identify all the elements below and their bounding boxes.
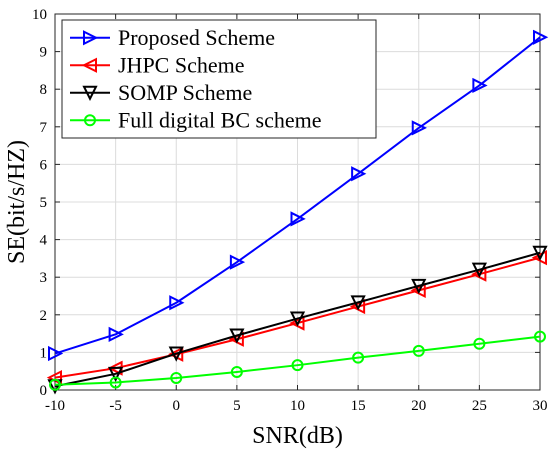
y-tick-label: 6 xyxy=(40,157,48,173)
data-point xyxy=(291,359,304,372)
legend-marker xyxy=(83,30,99,46)
data-point xyxy=(49,378,61,391)
legend-marker xyxy=(82,85,98,101)
data-point xyxy=(534,330,546,343)
data-point xyxy=(411,120,427,136)
data-point xyxy=(168,346,184,362)
data-point xyxy=(169,295,185,311)
legend-label: Proposed Scheme xyxy=(118,25,275,50)
y-tick-label: 2 xyxy=(40,308,48,324)
x-tick-label: 15 xyxy=(351,398,366,414)
axis-ticks: -10 -5 0 5 10 15 20 25 30 0 1 2 3 4 5 6 7 8 9 10 xyxy=(32,7,548,414)
data-point xyxy=(48,345,64,362)
data-point xyxy=(472,77,488,94)
x-tick-label: 30 xyxy=(533,398,548,414)
data-point xyxy=(170,371,183,384)
y-tick-label: 9 xyxy=(40,45,48,61)
y-tick-label: 7 xyxy=(40,120,48,136)
data-point xyxy=(289,311,306,327)
y-axis-label: SE(bit/s/HZ) xyxy=(4,140,30,264)
x-tick-label: 20 xyxy=(411,398,426,414)
data-point xyxy=(352,351,365,364)
legend-box xyxy=(61,19,377,139)
series-0 xyxy=(48,29,549,362)
data-point xyxy=(108,366,124,383)
series-3 xyxy=(49,330,546,391)
y-tick-label: 1 xyxy=(40,345,48,361)
legend-marker xyxy=(84,114,96,127)
data-point xyxy=(351,166,367,182)
y-tick-label: 3 xyxy=(40,270,48,286)
x-tick-label: 10 xyxy=(290,398,305,414)
x-tick-label: 0 xyxy=(173,398,181,414)
x-tick-label: -10 xyxy=(45,398,65,414)
x-axis-label: SNR(dB) xyxy=(252,423,343,449)
data-point xyxy=(108,326,124,342)
data-point xyxy=(290,211,306,227)
y-tick-label: 5 xyxy=(40,195,48,211)
y-tick-label: 0 xyxy=(40,383,48,399)
series-group xyxy=(46,29,549,395)
x-tick-label: -5 xyxy=(109,398,122,414)
legend-label: SOMP Scheme xyxy=(118,80,252,105)
data-point xyxy=(350,295,366,311)
data-point xyxy=(473,337,486,350)
data-point xyxy=(230,365,243,378)
y-tick-label: 8 xyxy=(40,82,48,98)
y-tick-label: 4 xyxy=(40,233,48,249)
series-line xyxy=(54,335,541,386)
y-tick-label: 10 xyxy=(32,7,47,23)
data-point xyxy=(109,376,122,389)
data-point xyxy=(412,344,425,357)
data-point xyxy=(168,346,184,362)
data-point xyxy=(532,245,548,261)
legend-label: Full digital BC scheme xyxy=(118,107,322,132)
data-point xyxy=(411,278,427,295)
legend-label: JHPC Scheme xyxy=(118,52,245,77)
data-point xyxy=(229,254,246,270)
legend-marker xyxy=(81,57,97,73)
data-point xyxy=(533,29,549,45)
series-line xyxy=(54,251,541,388)
x-tick-label: 25 xyxy=(472,398,487,414)
data-point xyxy=(471,262,487,278)
series-line xyxy=(54,36,541,355)
data-point xyxy=(229,328,245,344)
x-tick-label: 5 xyxy=(233,398,241,414)
